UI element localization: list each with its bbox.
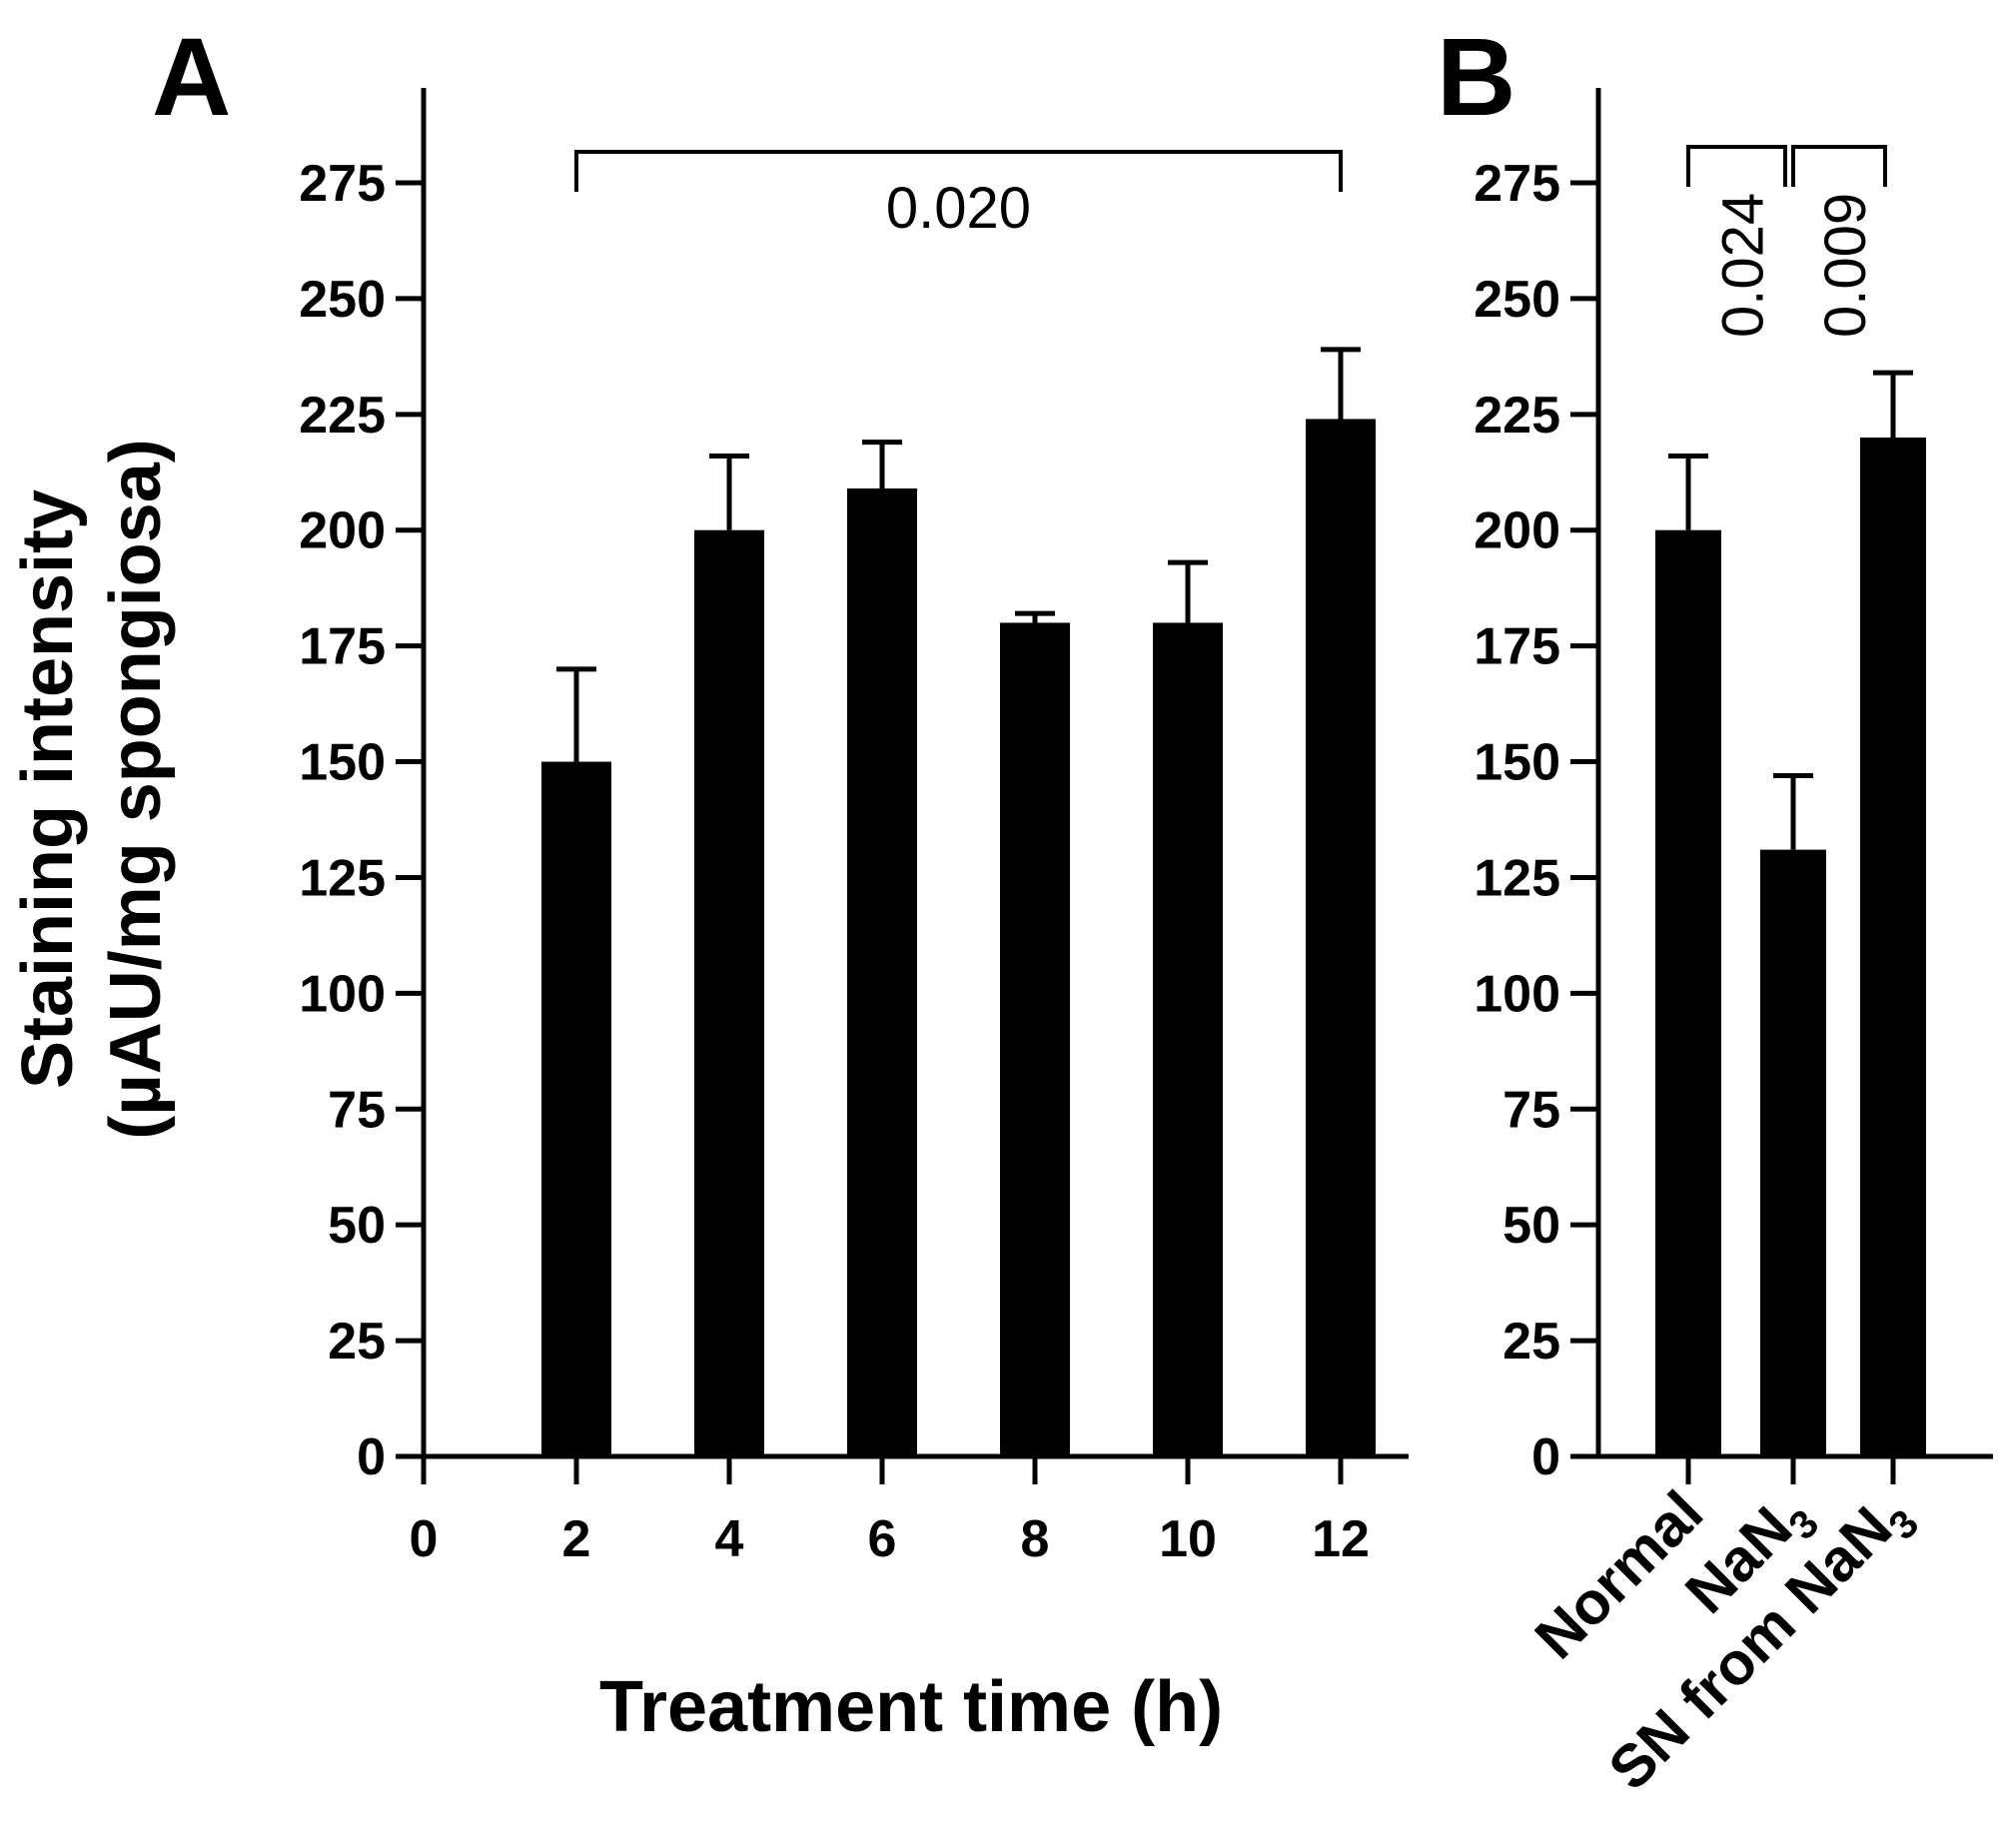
panel-a-x-tick-label: 10 — [1159, 1510, 1217, 1568]
panel-a-y-tick-label: 150 — [299, 734, 386, 792]
panel-b-bar — [1760, 849, 1826, 1456]
panel-b-y-tick-label: 225 — [1474, 387, 1560, 445]
panel-b-y-tick-label: 150 — [1474, 734, 1560, 792]
panel-a-bar — [1000, 622, 1070, 1456]
panel-a-bar — [1153, 622, 1223, 1456]
panel-a-x-tick-label: 2 — [562, 1510, 591, 1568]
panel-a-p-value: 0.020 — [886, 176, 1031, 241]
panel-b-plot: 0255075100125150175200225250275NormalNaN… — [1474, 88, 1993, 1803]
panel-a-x-tick-label: 12 — [1312, 1510, 1370, 1568]
panel-b-label: B — [1437, 16, 1515, 139]
panel-a-significance-bracket — [574, 150, 1343, 192]
panel-a-y-tick-label: 50 — [328, 1197, 386, 1255]
panel-a-y-tick-label: 200 — [299, 502, 386, 560]
panel-b-significance-bracket — [1791, 145, 1887, 187]
panel-b-p-value: 0.024 — [1711, 193, 1776, 338]
panel-a-y-tick-label: 125 — [299, 849, 386, 907]
panel-a-y-tick-label: 100 — [299, 965, 386, 1023]
panel-b-p-value: 0.009 — [1813, 193, 1878, 338]
panel-b-y-tick-label: 125 — [1474, 849, 1560, 907]
panel-a-bar — [694, 529, 764, 1456]
panel-b-y-tick-label: 50 — [1502, 1197, 1560, 1255]
panel-a-bar — [847, 488, 917, 1456]
panel-a-y-tick-label: 175 — [299, 618, 386, 676]
panel-a-bar — [541, 761, 611, 1456]
x-axis-title: Treatment time (h) — [599, 1667, 1223, 1747]
panel-a-bar — [1306, 419, 1376, 1456]
panel-b-y-tick-label: 200 — [1474, 502, 1560, 560]
panel-a-plot: 0 25 50 75 100 125 150 175 200 225 250 275 0 2 4 6 8 10 12… — [299, 88, 1409, 1568]
panel-a-x-tick-label: 8 — [1021, 1510, 1050, 1568]
y-axis-title-line1: Staining intensity — [8, 489, 88, 1089]
panel-a-y-tick-label: 75 — [328, 1081, 386, 1139]
panel-b-y-tick-label: 100 — [1474, 965, 1560, 1023]
panel-b-bar — [1860, 438, 1926, 1456]
panel-a-x-tick-label: 4 — [715, 1510, 744, 1568]
panel-b-y-tick-label: 75 — [1502, 1081, 1560, 1139]
panel-a-y-tick-label: 275 — [299, 155, 386, 213]
panel-b-y-tick-label: 275 — [1474, 155, 1560, 213]
panel-b-significance-bracket — [1686, 145, 1787, 187]
panel-b-y-tick-label: 25 — [1502, 1313, 1560, 1371]
panel-a-y-tick-label: 0 — [357, 1428, 386, 1486]
panel-a-x-tick-label: 6 — [868, 1510, 897, 1568]
panel-a-label: A — [152, 16, 231, 139]
panel-b-y-tick-label: 250 — [1474, 271, 1560, 329]
panel-a-y-tick-label: 225 — [299, 387, 386, 445]
panel-b-y-tick-label: 175 — [1474, 618, 1560, 676]
panel-a-y-tick-label: 25 — [328, 1313, 386, 1371]
panel-a-x-tick-label: 0 — [410, 1510, 439, 1568]
y-axis-title-line2: (µAU/mg spongiosa) — [96, 439, 176, 1139]
panel-b-bar — [1655, 529, 1721, 1456]
y-axis-title: Staining intensity (µAU/mg spongiosa) — [8, 439, 176, 1139]
panel-b-y-tick-label: 0 — [1531, 1428, 1560, 1486]
panel-a-y-tick-label: 250 — [299, 271, 386, 329]
